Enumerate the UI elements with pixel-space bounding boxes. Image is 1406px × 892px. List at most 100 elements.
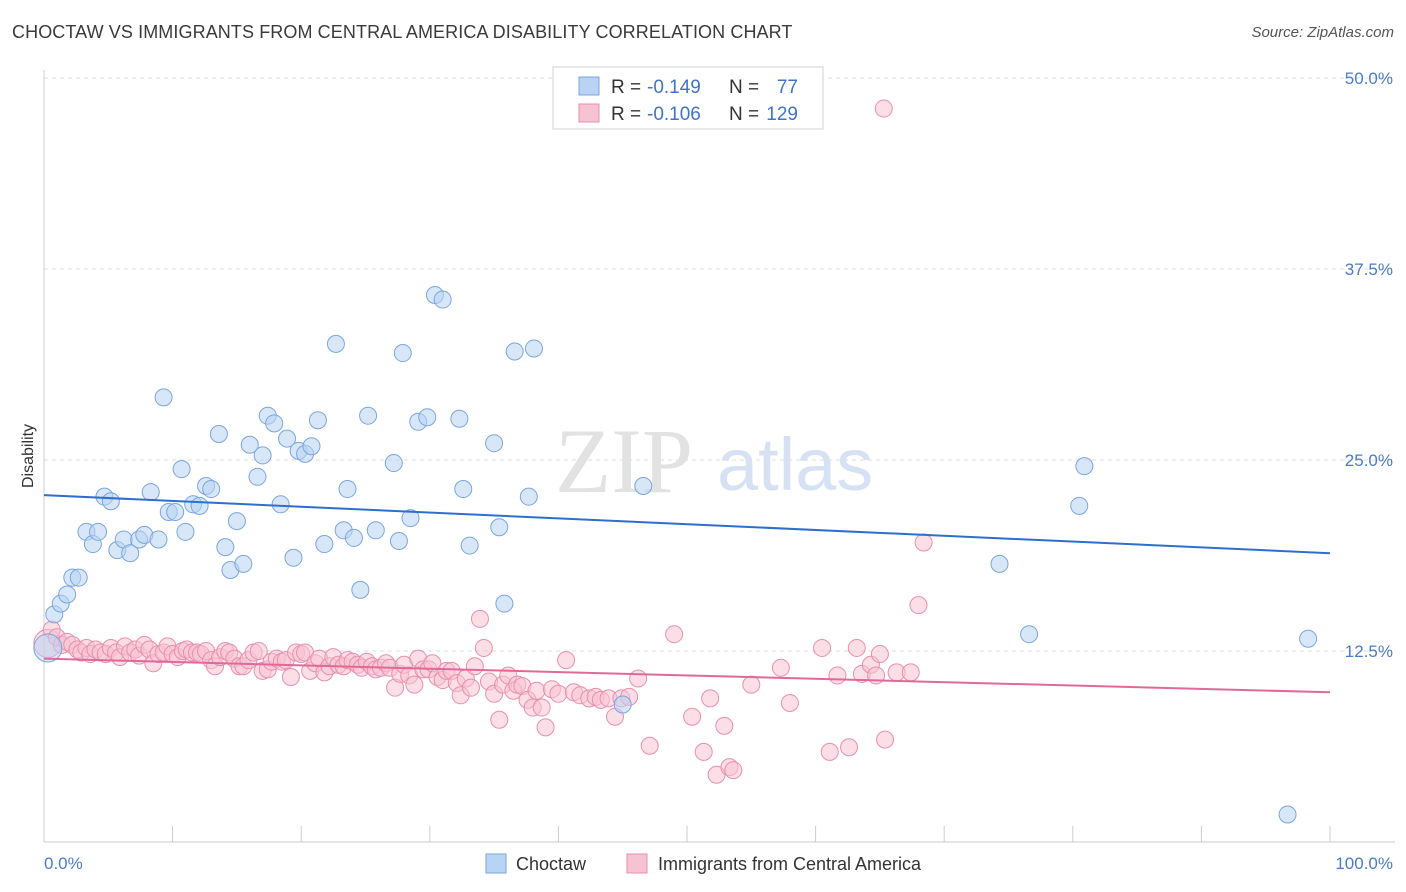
immigrants-point	[874, 99, 893, 118]
choctaw-point	[149, 530, 168, 549]
choctaw-point	[366, 521, 385, 540]
choctaw-point	[89, 522, 108, 541]
immigrants-point	[870, 645, 889, 664]
choctaw-point	[1075, 457, 1094, 476]
legend-n-label-choctaw: N =	[729, 77, 759, 98]
choctaw-point	[505, 342, 524, 361]
x-tick-label-max: 100.0%	[1335, 854, 1393, 873]
series-legend-swatch-choctaw	[485, 853, 507, 874]
choctaw-point	[1020, 625, 1039, 644]
choctaw-point	[69, 568, 88, 587]
choctaw-point	[202, 480, 221, 499]
immigrants-point	[828, 666, 847, 685]
immigrants-point	[901, 663, 920, 682]
choctaw-point	[990, 554, 1009, 573]
legend-n-value-choctaw: 77	[777, 77, 798, 98]
choctaw-point	[234, 554, 253, 573]
choctaw-point	[454, 480, 473, 499]
legend-r-label-choctaw: R =	[611, 77, 641, 98]
choctaw-point	[519, 487, 538, 506]
choctaw-point	[389, 531, 408, 550]
immigrants-point	[771, 658, 790, 677]
immigrants-point	[876, 730, 895, 749]
watermark: ZIP atlas	[555, 410, 873, 512]
immigrants-trend-line	[43, 657, 1331, 694]
series-legend-label-choctaw: Choctaw	[516, 854, 587, 874]
choctaw-point	[315, 535, 334, 554]
choctaw-point	[240, 435, 259, 454]
legend-r-label-immigrants: R =	[611, 104, 641, 125]
choctaw-point	[524, 339, 543, 358]
choctaw-point	[278, 429, 297, 448]
choctaw-point	[338, 480, 357, 499]
watermark-zip: ZIP	[555, 410, 693, 512]
immigrants-point	[629, 669, 648, 688]
immigrants-point	[840, 738, 859, 757]
choctaw-point	[302, 437, 321, 456]
immigrants-point	[665, 625, 684, 644]
legend-swatch-choctaw	[578, 76, 600, 96]
immigrants-point	[914, 533, 933, 552]
y-axis-label: Disability	[20, 424, 37, 488]
choctaw-point	[101, 492, 120, 511]
immigrants-point	[281, 667, 300, 686]
legend-r-value-choctaw: -0.149	[647, 77, 701, 98]
immigrants-point	[909, 596, 928, 615]
choctaw-point	[351, 580, 370, 599]
choctaw-point	[344, 528, 363, 547]
choctaw-point	[490, 518, 509, 537]
immigrants-point	[405, 675, 424, 694]
choctaw-point	[485, 434, 504, 453]
legend-n-label-immigrants: N =	[729, 104, 759, 125]
series-legend-swatch-immigrants	[626, 853, 648, 874]
choctaw-trend-line	[43, 494, 1331, 555]
choctaw-point	[253, 446, 272, 465]
y-tick-label: 37.5%	[1345, 260, 1393, 279]
x-tick-label-min: 0.0%	[44, 854, 83, 873]
choctaw-point	[265, 414, 284, 433]
immigrants-point	[683, 707, 702, 726]
choctaw-point	[58, 585, 77, 604]
choctaw-point	[1070, 496, 1089, 515]
choctaw-point	[284, 548, 303, 567]
y-tick-label: 50.0%	[1345, 69, 1393, 88]
series-choctaw-points	[33, 285, 1318, 824]
immigrants-point	[701, 689, 720, 708]
choctaw-point	[433, 290, 452, 309]
immigrants-point	[470, 609, 489, 628]
y-tick-label: 12.5%	[1345, 642, 1393, 661]
choctaw-point	[271, 495, 290, 514]
legend-n-value-immigrants: 129	[766, 104, 798, 125]
immigrants-point	[813, 638, 832, 657]
immigrants-point	[847, 638, 866, 657]
choctaw-point	[450, 409, 469, 428]
choctaw-point	[209, 425, 228, 444]
choctaw-point	[613, 695, 632, 714]
immigrants-point	[532, 698, 551, 717]
immigrants-point	[536, 718, 555, 737]
choctaw-point	[216, 538, 235, 557]
immigrants-point	[780, 693, 799, 712]
immigrants-point	[549, 684, 568, 703]
choctaw-point	[33, 633, 63, 663]
series-legend: Choctaw Immigrants from Central America	[485, 853, 922, 874]
immigrants-point	[465, 657, 484, 676]
correlation-legend: R = -0.149 N = 77 R = -0.106 N = 129	[552, 66, 824, 130]
legend-swatch-immigrants	[578, 103, 600, 123]
watermark-atlas: atlas	[717, 423, 873, 506]
immigrants-point	[474, 638, 493, 657]
choctaw-point	[359, 406, 378, 425]
immigrants-point	[820, 742, 839, 761]
choctaw-point	[1299, 629, 1318, 648]
immigrants-point	[640, 736, 659, 755]
choctaw-point	[393, 344, 412, 363]
immigrants-point	[557, 651, 576, 670]
choctaw-point	[326, 334, 345, 353]
immigrants-point	[490, 710, 509, 729]
chart-source: Source: ZipAtlas.com	[1251, 24, 1394, 41]
immigrants-point	[694, 742, 713, 761]
choctaw-point	[227, 512, 246, 531]
immigrants-point	[742, 675, 761, 694]
choctaw-point	[190, 496, 209, 515]
